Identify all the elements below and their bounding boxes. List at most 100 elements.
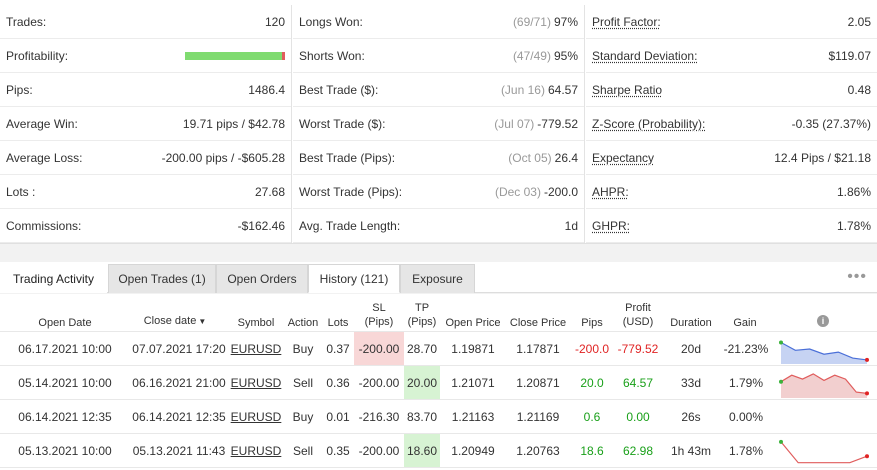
stat-label[interactable]: Z-Score (Probability):: [592, 116, 706, 131]
header-close-date-label: Close date: [143, 315, 197, 327]
stat-value: (Jul 07) -779.52: [494, 117, 578, 131]
stat-number: 1.86%: [836, 184, 871, 199]
trade-sparkline: [779, 340, 869, 364]
table-row[interactable]: 05.13.2021 10:00 05.13.2021 11:43 EURUSD Se…: [0, 434, 877, 468]
tab-open-trades[interactable]: Open Trades (1): [108, 264, 216, 293]
stat-date: (Dec 03): [494, 184, 541, 199]
header-symbol[interactable]: Symbol: [237, 317, 275, 329]
stat-row: Sharpe Ratio 0.48: [586, 73, 877, 107]
cell-action: Buy: [292, 341, 314, 356]
cell-gain: -21.23%: [723, 341, 769, 356]
header-tp[interactable]: TP (Pips): [404, 301, 440, 329]
header-tp-label: TP: [414, 302, 430, 314]
cell-duration: 1h 43m: [670, 443, 712, 458]
stat-value: 12.4 Pips / $21.18: [774, 151, 871, 165]
tab-exposure[interactable]: Exposure: [400, 264, 475, 293]
table-row[interactable]: 06.17.2021 10:00 07.07.2021 17:20 EURUSD Bu…: [0, 332, 877, 366]
header-action[interactable]: Action: [287, 317, 319, 329]
stat-date: (69/71): [512, 14, 551, 29]
stat-row: Average Loss: -200.00 pips / -$605.28: [0, 141, 291, 175]
header-close-price[interactable]: Close Price: [509, 317, 567, 329]
stat-number: 12.4 Pips / $21.18: [774, 150, 871, 165]
stat-label[interactable]: AHPR:: [592, 184, 629, 199]
cell-open-date: 05.13.2021 10:00: [18, 443, 112, 458]
cell-sl: -200.00: [354, 332, 404, 365]
header-tp-unit: (Pips): [407, 316, 437, 328]
header-open-date[interactable]: Open Date: [38, 317, 92, 329]
stat-label[interactable]: Standard Deviation:: [592, 48, 698, 63]
stat-row: Expectancy 12.4 Pips / $21.18: [586, 141, 877, 175]
stat-number: 1d: [564, 218, 578, 233]
stat-number: 95%: [553, 48, 578, 63]
cell-open-date: 06.14.2021 12:35: [18, 409, 112, 424]
header-open-price[interactable]: Open Price: [445, 317, 501, 329]
stat-number: 1486.4: [248, 82, 285, 97]
cell-close-price: 1.20871: [516, 375, 560, 390]
header-sl[interactable]: SL (Pips): [354, 301, 404, 329]
profitability-bar-fill: [185, 52, 282, 61]
profitability-bar: [185, 52, 285, 61]
stat-label[interactable]: Expectancy: [592, 150, 655, 165]
stat-number: 19.71 pips / $42.78: [182, 116, 285, 131]
stat-number: 64.57: [547, 82, 578, 97]
cell-symbol[interactable]: EURUSD: [230, 409, 282, 424]
info-icon[interactable]: i: [817, 315, 829, 327]
stat-label[interactable]: Sharpe Ratio: [592, 82, 663, 97]
cell-open-price: 1.21163: [451, 409, 495, 424]
stat-label: Lots :: [6, 184, 36, 199]
stat-row: Best Trade ($): (Jun 16) 64.57: [293, 73, 584, 107]
cell-tp: 28.70: [406, 341, 438, 356]
header-duration[interactable]: Duration: [670, 317, 712, 329]
header-profit[interactable]: Profit (USD): [612, 301, 664, 329]
stat-label: Worst Trade (Pips):: [299, 184, 403, 199]
stat-number: -0.35 (27.37%): [791, 116, 871, 131]
statistics-panel: Trades: 120 Profitability: Pips: 1486.4 Avera…: [0, 0, 877, 244]
header-close-date[interactable]: Close date ▼: [130, 314, 220, 329]
stat-label: Commissions:: [6, 218, 82, 233]
stat-row: Profit Factor: 2.05: [586, 5, 877, 39]
tab-open-orders[interactable]: Open Orders: [216, 264, 308, 293]
cell-symbol[interactable]: EURUSD: [230, 375, 282, 390]
header-pips[interactable]: Pips: [581, 317, 603, 329]
cell-close-price: 1.20763: [516, 443, 560, 458]
header-lots[interactable]: Lots: [327, 317, 349, 329]
table-row[interactable]: 05.14.2021 10:00 06.16.2021 21:00 EURUSD Se…: [0, 366, 877, 400]
stat-label: Avg. Trade Length:: [299, 218, 401, 233]
cell-profit: -779.52: [617, 341, 659, 356]
cell-lots: 0.37: [326, 341, 350, 356]
stats-column-3: Profit Factor: 2.05 Standard Deviation: $11…: [586, 5, 877, 243]
stat-label: Profitability:: [6, 48, 69, 63]
stat-label[interactable]: Profit Factor:: [592, 14, 661, 29]
stat-value: (47/49) 95%: [513, 49, 578, 63]
cell-symbol[interactable]: EURUSD: [230, 443, 282, 458]
stat-value: 19.71 pips / $42.78: [183, 117, 285, 131]
stat-number: -200.0: [543, 184, 578, 199]
stat-row: Longs Won: (69/71) 97%: [293, 5, 584, 39]
cell-sl: -200.00: [358, 375, 400, 390]
stat-row: Best Trade (Pips): (Oct 05) 26.4: [293, 141, 584, 175]
cell-profit: 0.00: [626, 409, 650, 424]
stat-number: $119.07: [828, 48, 872, 63]
cell-action: Buy: [292, 409, 314, 424]
stat-label: Trades:: [6, 14, 47, 29]
stat-label[interactable]: GHPR:: [592, 218, 631, 233]
stat-number: 27.68: [254, 184, 285, 199]
table-row[interactable]: 06.14.2021 12:35 06.14.2021 12:35 EURUSD Bu…: [0, 400, 877, 434]
tab-history[interactable]: History (121): [308, 264, 400, 293]
header-gain[interactable]: Gain: [733, 317, 757, 329]
stat-row: Profitability:: [0, 39, 291, 73]
stat-row: Shorts Won: (47/49) 95%: [293, 39, 584, 73]
sort-desc-icon: ▼: [198, 317, 207, 326]
cell-open-price: 1.21071: [451, 375, 495, 390]
stat-label: Worst Trade ($):: [299, 116, 386, 131]
more-options-icon[interactable]: •••: [847, 268, 867, 285]
cell-profit: 62.98: [622, 443, 654, 458]
cell-pips: -200.0: [574, 341, 610, 356]
cell-pips: 0.6: [583, 409, 601, 424]
cell-lots: 0.36: [326, 375, 350, 390]
trade-sparkline: [779, 402, 869, 432]
stat-value: 1d: [565, 219, 578, 233]
cell-symbol[interactable]: EURUSD: [230, 341, 282, 356]
stat-value: 2.05: [848, 15, 871, 29]
cell-close-date: 07.07.2021 17:20: [132, 341, 226, 356]
